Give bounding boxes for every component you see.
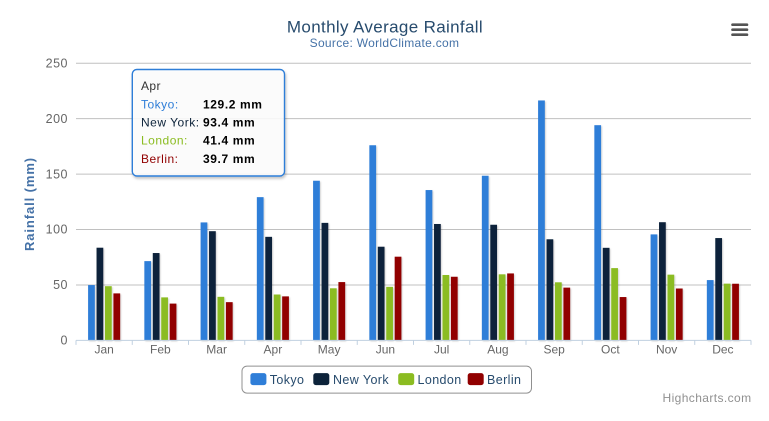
svg-text:Tokyo:: Tokyo: [141, 97, 179, 111]
svg-text:Tokyo: Tokyo [270, 373, 305, 387]
svg-text:Highcharts.com: Highcharts.com [663, 391, 752, 405]
svg-text:0: 0 [61, 334, 68, 348]
svg-text:Sep: Sep [543, 343, 565, 357]
svg-text:Source: WorldClimate.com: Source: WorldClimate.com [310, 36, 460, 50]
svg-text:250: 250 [46, 56, 68, 70]
svg-text:Aug: Aug [487, 343, 508, 357]
svg-text:London:: London: [141, 134, 188, 148]
svg-text:Mar: Mar [206, 343, 227, 357]
svg-text:New York:: New York: [141, 116, 200, 130]
svg-text:Apr: Apr [141, 79, 161, 93]
svg-text:Berlin: Berlin [487, 373, 521, 387]
svg-text:39.7 mm: 39.7 mm [203, 152, 255, 166]
svg-text:Oct: Oct [601, 343, 620, 357]
svg-text:New York: New York [333, 373, 389, 387]
svg-text:150: 150 [46, 167, 68, 181]
svg-text:Feb: Feb [150, 343, 171, 357]
svg-text:Jun: Jun [376, 343, 395, 357]
svg-text:Nov: Nov [656, 343, 677, 357]
svg-text:41.4 mm: 41.4 mm [203, 134, 255, 148]
svg-text:Apr: Apr [264, 343, 283, 357]
svg-text:Rainfall (mm): Rainfall (mm) [22, 157, 37, 251]
svg-text:100: 100 [46, 223, 68, 237]
svg-text:93.4 mm: 93.4 mm [203, 116, 255, 130]
svg-text:Monthly Average Rainfall: Monthly Average Rainfall [287, 18, 483, 37]
svg-text:50: 50 [53, 278, 68, 292]
svg-text:Berlin:: Berlin: [141, 152, 179, 166]
svg-text:Dec: Dec [712, 343, 733, 357]
svg-text:May: May [318, 343, 341, 357]
svg-text:129.2 mm: 129.2 mm [203, 97, 263, 111]
svg-text:200: 200 [46, 112, 68, 126]
svg-text:Jul: Jul [434, 343, 449, 357]
svg-text:Jan: Jan [94, 343, 113, 357]
svg-text:London: London [418, 373, 462, 387]
